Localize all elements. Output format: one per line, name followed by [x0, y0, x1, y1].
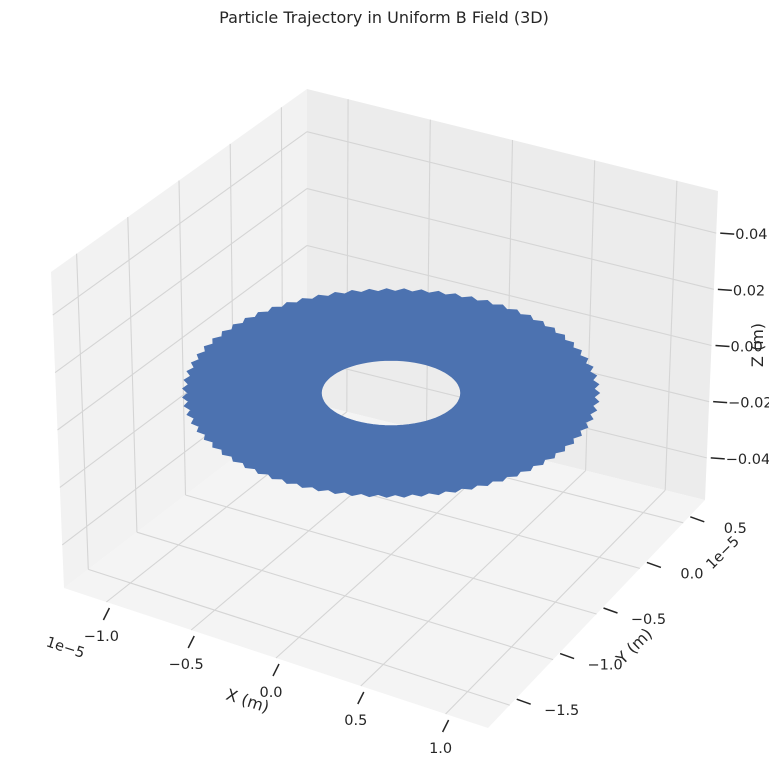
trajectory-ring [181, 288, 601, 498]
z-back-gridline-3 [306, 188, 714, 290]
y-tick-label: −0.5 [631, 612, 666, 628]
y-tick-label: −1.5 [544, 703, 579, 719]
y-tick-label: −1.0 [587, 658, 622, 674]
z-left-gridline-3 [54, 188, 308, 373]
back-pane [307, 89, 718, 500]
y-tick-mark [559, 652, 575, 660]
y-tick-mark [603, 607, 618, 614]
z-tick-label: −0.02 [728, 396, 769, 412]
z-left-gridline-4 [52, 131, 308, 316]
ticks: −1.0 −0.5 0.0 0.5 1.0 −1.5 −1.0 −0.5 0.0 0.5 −0.04… [84, 227, 769, 757]
y-tick-mark [690, 516, 705, 523]
x-tick-label: 0.0 [259, 685, 282, 701]
z-tick-label: 0.00 [731, 340, 763, 356]
x-tick-mark [187, 635, 195, 649]
y-floor-gridline-1 [136, 531, 554, 661]
x-tick-mark [272, 663, 280, 677]
left-pane [51, 89, 307, 588]
z-back-gridline-2 [306, 244, 712, 347]
z-tick-mark [710, 457, 725, 460]
y-offset-text: 1e−5 [704, 534, 743, 573]
z-left-gridline-2 [57, 245, 308, 431]
z-back-gridline-4 [306, 131, 717, 234]
z-tick-label: 0.02 [733, 283, 765, 299]
z-axis-label: Z (m) [748, 323, 767, 367]
floor-pane [64, 402, 705, 728]
chart-title: Particle Trajectory in Uniform B Field (… [219, 8, 549, 27]
y-tick-mark [646, 561, 662, 569]
x-tick-mark [102, 607, 111, 621]
z-tick-mark [715, 344, 730, 348]
z-tick-label: −0.04 [726, 452, 769, 468]
x-tick-mark [441, 719, 450, 733]
y-tick-mark [516, 698, 531, 705]
y-floor-gridline-2 [185, 494, 597, 615]
y-tick-label: 0.0 [680, 566, 703, 582]
x-tick-label: −0.5 [169, 657, 204, 673]
z-tick-mark [713, 400, 728, 404]
x-tick-mark [357, 691, 365, 705]
x-tick-label: −1.0 [84, 629, 119, 645]
y-tick-label: 0.5 [724, 521, 747, 537]
z-tick-mark [720, 232, 735, 235]
trajectory-series [181, 288, 601, 498]
x-offset-text: 1e−5 [44, 634, 87, 661]
x-tick-label: 0.5 [344, 713, 367, 729]
z-tick-label: 0.04 [735, 227, 767, 243]
x-tick-label: 1.0 [429, 741, 452, 757]
z-tick-mark [717, 288, 732, 292]
y-floor-gridline-0 [88, 568, 510, 706]
axis-panes [51, 89, 718, 728]
